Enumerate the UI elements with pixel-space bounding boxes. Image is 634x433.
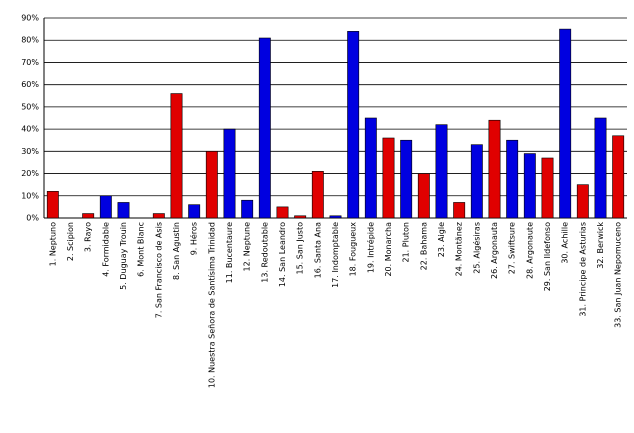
bar	[170, 93, 183, 219]
y-tick-label: 0%	[26, 214, 39, 223]
x-tick-label: 12. Neptune	[243, 222, 252, 272]
bar	[488, 119, 501, 219]
bar	[594, 117, 607, 219]
y-tick-label: 60%	[21, 80, 39, 89]
x-tick-label: 17. Indomptable	[331, 222, 340, 288]
x-tick-label: 28. Argonaute	[525, 222, 534, 279]
bar	[329, 215, 342, 219]
x-tick-label: 15. San Justo	[296, 222, 305, 275]
y-tick-label: 50%	[21, 102, 39, 111]
x-tick-label: 19. Intrépide	[365, 222, 375, 273]
bar	[82, 213, 95, 219]
bar	[470, 144, 483, 219]
bar	[276, 206, 289, 219]
x-tick-label: 1. Neptuno	[48, 222, 57, 266]
x-tick-label: 2. Scipion	[66, 222, 75, 261]
bar	[205, 151, 218, 219]
y-tick-label: 90%	[21, 14, 39, 23]
x-tick-label: 25. Algésiras	[471, 222, 481, 274]
y-tick-label: 40%	[21, 125, 39, 134]
x-tick-label: 22. Bahama	[419, 222, 428, 270]
x-tick-label: 29. San Ildefonso	[543, 222, 552, 291]
x-tick-label: 27. Swiftsure	[508, 222, 517, 274]
x-tick-label: 24. Montãnez	[455, 222, 464, 276]
x-tick-label: 8. San Agustin	[172, 222, 181, 280]
x-tick-label: 18. Fougueux	[349, 222, 358, 277]
bar	[400, 139, 413, 219]
bar	[188, 204, 201, 219]
x-tick-label: 20. Monarcha	[384, 222, 393, 277]
bar	[364, 117, 377, 219]
bar	[559, 28, 572, 219]
x-tick-label: 13. Redoutable	[260, 222, 269, 283]
x-tick-label: 16. Santa Ana	[313, 222, 322, 278]
x-tick-label: 14. San Leandro	[278, 222, 287, 287]
y-tick-label: 80%	[21, 36, 39, 45]
bar	[453, 202, 466, 219]
x-tick-label: 9. Héros	[189, 222, 199, 255]
x-tick-label: 3. Rayo	[84, 222, 93, 252]
y-tick-label: 30%	[21, 147, 39, 156]
bar	[241, 199, 254, 219]
bar	[311, 171, 324, 219]
x-tick-label: 31. Principe de Asturias	[578, 222, 587, 317]
x-tick-label: 30. Achille	[561, 222, 570, 264]
bar	[576, 184, 589, 219]
bar	[506, 139, 519, 219]
bar	[435, 124, 448, 219]
x-tick-label: 10. Nuestra Señora de Santísima Trinidad	[207, 222, 216, 388]
y-tick-label: 70%	[21, 58, 39, 67]
bar	[152, 213, 165, 219]
x-tick-label: 5. Duguay Trouin	[119, 222, 128, 290]
y-tick-label: 10%	[21, 191, 39, 200]
bar	[294, 215, 307, 219]
x-tick-label: 21. Pluton	[402, 222, 411, 262]
bar	[223, 128, 236, 219]
y-tick-label: 20%	[21, 169, 39, 178]
bar	[612, 135, 625, 219]
bar	[523, 153, 536, 219]
bar	[417, 173, 430, 219]
x-tick-label: 6. Mont Blanc	[137, 222, 146, 277]
bar	[382, 137, 395, 219]
x-tick-label: 33. San Juan Nepomuceno	[614, 222, 623, 328]
x-tick-label: 11. Bucentaure	[225, 222, 234, 283]
x-tick-label: 4. Formidable	[101, 222, 110, 277]
x-tick-label: 32. Berwick	[596, 222, 605, 269]
bar	[46, 191, 59, 219]
bar	[541, 157, 554, 219]
bar	[99, 195, 112, 219]
bar	[117, 202, 130, 219]
x-tick-label: 23. Aigle	[437, 222, 446, 257]
bar	[258, 37, 271, 219]
x-tick-label: 7. San Francisco de Asis	[154, 222, 163, 318]
x-tick-label: 26. Argonauta	[490, 222, 499, 279]
bar	[347, 31, 360, 219]
